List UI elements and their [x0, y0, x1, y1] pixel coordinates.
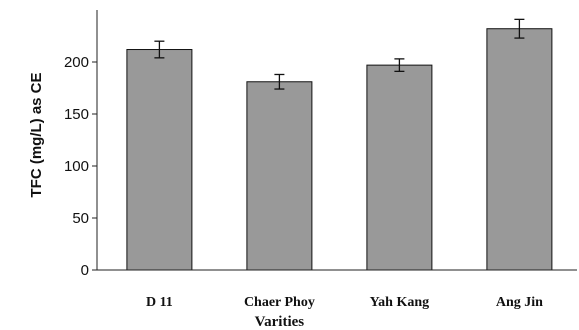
y-axis-title: TFC (mg/L) as CE [28, 72, 45, 197]
y-tick-label: 150 [64, 106, 89, 123]
y-tick-label: 100 [64, 158, 89, 175]
error-bar [274, 73, 285, 90]
bar [366, 64, 433, 271]
bar [246, 81, 313, 271]
y-tick-label: 0 [81, 262, 89, 279]
axes-layer [96, 10, 577, 271]
y-tick-label: 200 [64, 54, 89, 71]
y-tick-label: 50 [72, 210, 89, 227]
y-ticks-layer: 0 50 100 150 200 [64, 54, 97, 279]
error-bars-layer [154, 18, 525, 90]
x-ticks-layer: D 11 Chaer Phoy Yah Kang Ang Jin [146, 295, 543, 310]
bars-layer [126, 28, 553, 271]
x-axis-title: Varities [255, 314, 305, 330]
error-bar [154, 40, 165, 59]
x-tick-label: Ang Jin [496, 295, 543, 310]
bar [126, 49, 193, 271]
x-tick-label: Yah Kang [370, 295, 430, 310]
x-tick-label: D 11 [146, 295, 173, 310]
x-tick-label: Chaer Phoy [244, 295, 315, 310]
bar [486, 28, 553, 271]
error-bar [514, 18, 525, 39]
error-bar [394, 58, 405, 73]
